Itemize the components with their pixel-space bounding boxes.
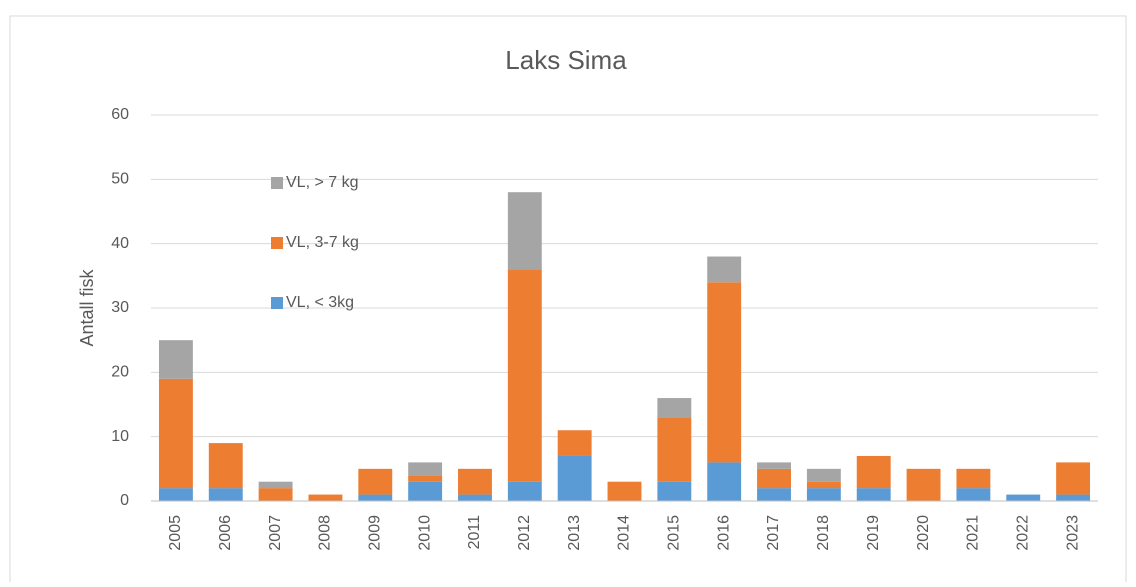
bar-segment bbox=[707, 462, 742, 501]
bar-segment bbox=[806, 468, 841, 482]
bar-segment bbox=[856, 455, 891, 489]
x-tick-label: 2022 bbox=[1014, 515, 1031, 551]
y-tick-label: 20 bbox=[111, 364, 129, 381]
bar-segment bbox=[308, 494, 343, 501]
bar-segment bbox=[707, 256, 742, 283]
y-tick-label: 40 bbox=[111, 235, 129, 252]
bar-segment bbox=[358, 494, 393, 501]
bar-segment bbox=[657, 481, 692, 501]
bar-segment bbox=[507, 481, 542, 501]
x-tick-label: 2010 bbox=[416, 515, 433, 551]
legend-label: VL, 3-7 kg bbox=[286, 234, 359, 251]
legend-label: VL, < 3kg bbox=[286, 294, 354, 311]
y-tick-label: 50 bbox=[111, 171, 129, 188]
x-tick-label: 2009 bbox=[367, 515, 384, 551]
bar-segment bbox=[408, 475, 443, 482]
legend-swatch bbox=[271, 177, 283, 189]
bar-segment bbox=[158, 488, 193, 501]
legend-label: VL, > 7 kg bbox=[286, 174, 359, 191]
bar-segment bbox=[707, 282, 742, 463]
y-tick-label: 10 bbox=[111, 428, 129, 445]
x-tick-label: 2021 bbox=[965, 515, 982, 551]
x-tick-label: 2008 bbox=[317, 515, 334, 551]
bar-segment bbox=[158, 340, 193, 379]
bar-segment bbox=[557, 430, 592, 456]
legend-swatch bbox=[271, 237, 283, 249]
bar-segment bbox=[358, 468, 393, 495]
bar-segment bbox=[1006, 494, 1041, 501]
y-tick-label: 0 bbox=[120, 492, 129, 509]
bar-segment bbox=[258, 481, 293, 489]
bar-segment bbox=[757, 462, 791, 469]
x-tick-label: 2012 bbox=[516, 515, 533, 551]
bar-segment bbox=[806, 481, 841, 489]
x-tick-label: 2007 bbox=[267, 515, 284, 551]
bar-segment bbox=[208, 488, 243, 501]
y-tick-label: 30 bbox=[111, 299, 129, 316]
bar-segment bbox=[757, 468, 791, 489]
bar-segment bbox=[757, 488, 791, 501]
x-tick-label: 2011 bbox=[466, 515, 483, 550]
x-tick-label: 2023 bbox=[1064, 515, 1081, 551]
bar-segment bbox=[408, 481, 443, 501]
bar-segment bbox=[408, 462, 443, 476]
x-tick-label: 2016 bbox=[715, 515, 732, 551]
chart-title: Laks Sima bbox=[505, 45, 627, 75]
bar-segment bbox=[557, 455, 592, 501]
x-tick-label: 2014 bbox=[616, 515, 633, 551]
y-tick-label: 60 bbox=[111, 106, 129, 123]
bar-segment bbox=[856, 488, 891, 501]
x-tick-label: 2005 bbox=[167, 515, 184, 551]
bar-segment bbox=[806, 488, 841, 501]
bar-segment bbox=[1056, 462, 1091, 495]
bar-segment bbox=[208, 443, 243, 489]
bar-segment bbox=[906, 468, 941, 501]
bar-segment bbox=[507, 269, 542, 482]
bar-segment bbox=[657, 398, 692, 418]
bar-segment bbox=[258, 488, 293, 501]
bar-segment bbox=[657, 417, 692, 482]
x-tick-label: 2015 bbox=[666, 515, 683, 551]
x-tick-label: 2018 bbox=[815, 515, 832, 551]
bar-segment bbox=[507, 192, 542, 270]
bar-segment bbox=[458, 468, 492, 495]
bar-segment bbox=[1056, 494, 1091, 501]
x-tick-label: 2019 bbox=[865, 515, 882, 551]
bar-segment bbox=[956, 488, 991, 501]
bar-segment bbox=[458, 494, 492, 501]
x-tick-label: 2006 bbox=[217, 515, 234, 551]
bar-segment bbox=[956, 468, 991, 489]
bar-segment bbox=[158, 378, 193, 489]
legend-swatch bbox=[271, 297, 283, 309]
x-tick-label: 2013 bbox=[566, 515, 583, 551]
bar-segment bbox=[607, 481, 642, 501]
x-tick-label: 2017 bbox=[765, 515, 782, 551]
x-tick-label: 2020 bbox=[915, 515, 932, 551]
y-axis-label: Antall fisk bbox=[77, 268, 97, 346]
